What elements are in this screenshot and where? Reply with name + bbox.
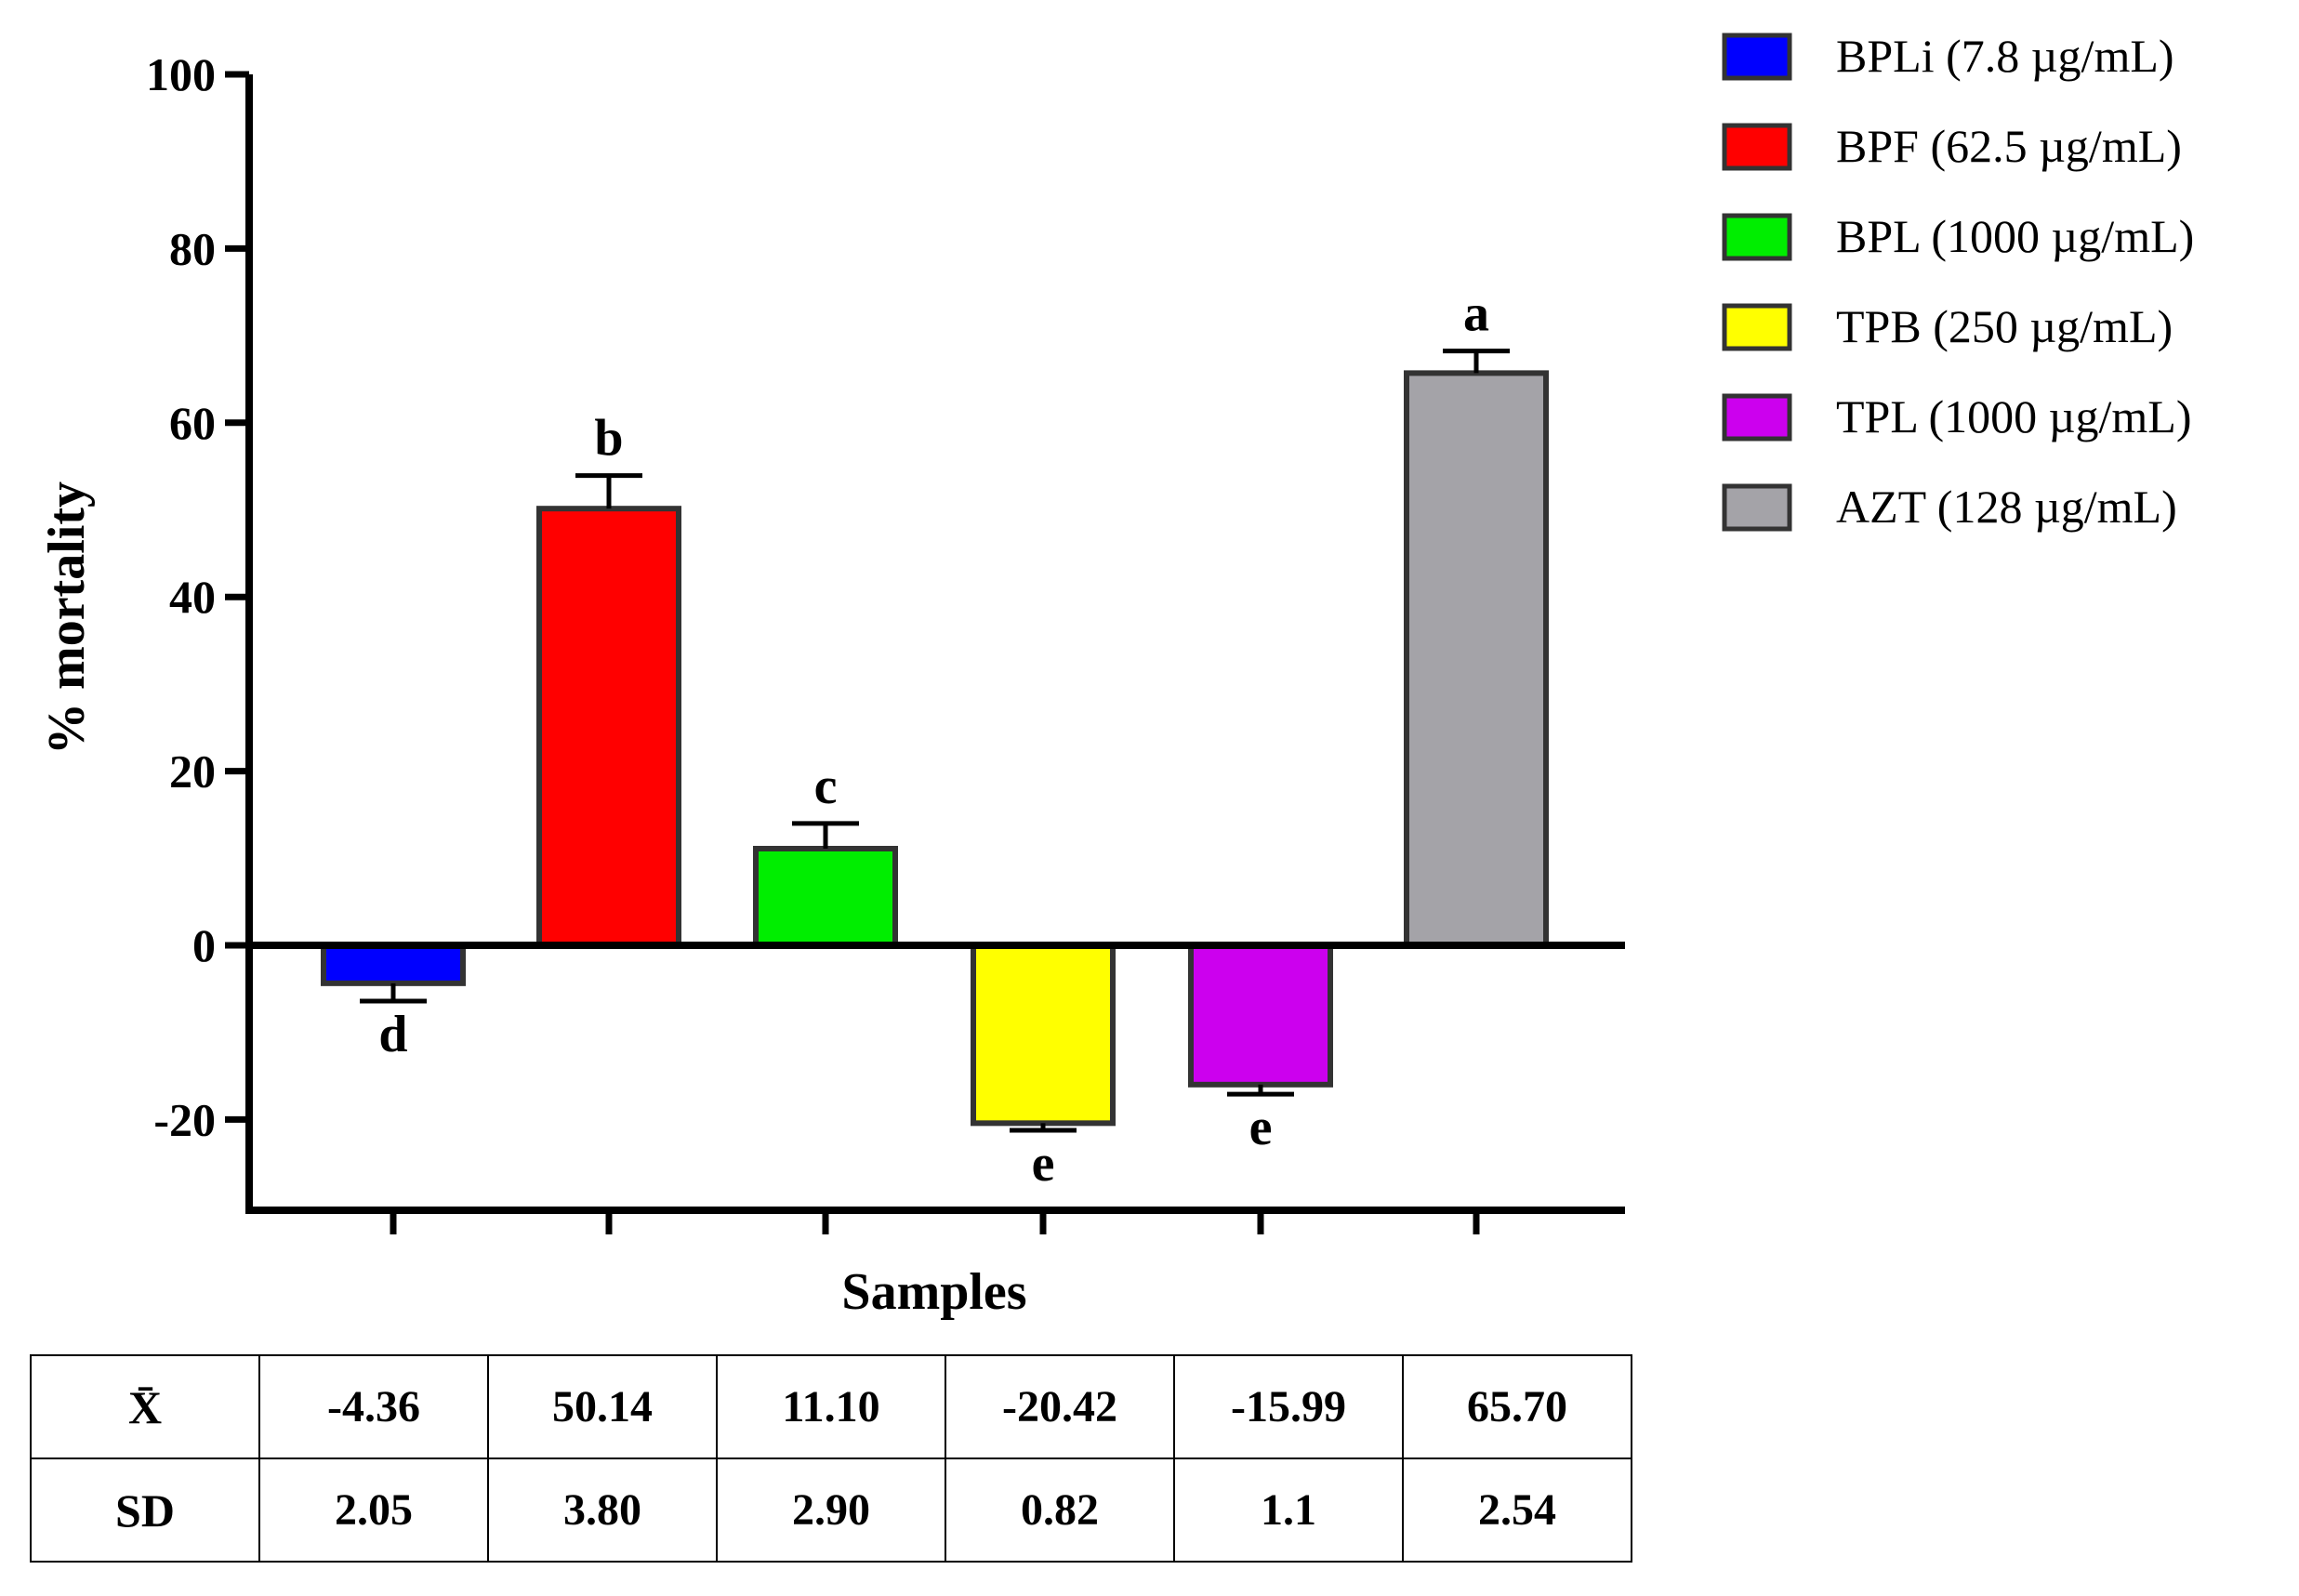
plot-area: -20 0 20 40 60 80 100 d b c e e a [146, 48, 1625, 1234]
legend-label: BPL (1000 µg/mL) [1836, 210, 2194, 262]
significance-letter: e [1032, 1135, 1055, 1193]
y-axis-label: % mortality [38, 481, 96, 755]
stats-table: X̄ -4.36 50.14 11.10 -20.42 -15.99 65.70… [30, 1354, 1632, 1563]
sd-row-label: SD [30, 1458, 260, 1563]
legend: BPLi (7.8 µg/mL) BPF (62.5 µg/mL) BPL (100… [1722, 30, 2194, 533]
x-axis-label: Samples [841, 1263, 1026, 1321]
y-tick-label: 80 [169, 222, 216, 274]
sd-cell: 1.1 [1173, 1458, 1404, 1563]
sd-cell: 2.90 [716, 1458, 946, 1563]
bar [536, 506, 681, 948]
sd-cell: 0.82 [945, 1458, 1175, 1563]
bar-chart: -20 0 20 40 60 80 100 d b c e e a % mortality Sample… [38, 30, 2194, 1321]
y-tick-label: 0 [192, 919, 216, 971]
legend-swatch [1722, 213, 1792, 261]
legend-swatch [1722, 303, 1792, 351]
legend-swatch [1722, 483, 1792, 532]
legend-swatch [1722, 123, 1792, 171]
y-tick-label: 60 [169, 397, 216, 449]
sd-row: SD 2.05 3.80 2.90 0.82 1.1 2.54 [30, 1458, 1632, 1563]
mean-cell: 11.10 [716, 1354, 946, 1459]
bar [321, 943, 466, 986]
significance-letter: e [1249, 1099, 1273, 1156]
y-tick-label: 100 [146, 48, 216, 100]
y-tick-label: 20 [169, 745, 216, 798]
legend-label: TPL (1000 µg/mL) [1836, 390, 2191, 442]
sd-cell: 2.54 [1402, 1458, 1632, 1563]
legend-swatch [1722, 393, 1792, 442]
legend-swatch [1722, 33, 1792, 81]
significance-letter: b [594, 410, 623, 468]
mean-cell: 50.14 [487, 1354, 718, 1459]
sd-cell: 2.05 [258, 1458, 489, 1563]
mean-cell: -4.36 [258, 1354, 489, 1459]
mean-row: X̄ -4.36 50.14 11.10 -20.42 -15.99 65.70 [30, 1354, 1632, 1459]
legend-label: AZT (128 µg/mL) [1836, 481, 2177, 533]
bar [753, 845, 898, 948]
mean-row-label: X̄ [30, 1354, 260, 1459]
mean-cell: -15.99 [1173, 1354, 1404, 1459]
mean-cell: -20.42 [945, 1354, 1175, 1459]
y-tick-label: -20 [153, 1093, 216, 1145]
mean-cell: 65.70 [1402, 1354, 1632, 1459]
legend-label: BPF (62.5 µg/mL) [1836, 120, 2182, 172]
bar [971, 943, 1116, 1127]
legend-label: TPB (250 µg/mL) [1836, 300, 2173, 352]
bar [1404, 370, 1549, 948]
legend-label: BPLi (7.8 µg/mL) [1836, 30, 2174, 82]
sd-cell: 3.80 [487, 1458, 718, 1563]
bar [1188, 943, 1333, 1088]
significance-letter: c [814, 758, 838, 815]
significance-letter: a [1463, 285, 1489, 343]
significance-letter: d [378, 1006, 407, 1063]
y-tick-label: 40 [169, 571, 216, 623]
